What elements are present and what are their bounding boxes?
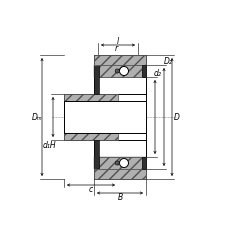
- Bar: [94, 66, 145, 78]
- Bar: [64, 95, 117, 101]
- Text: c: c: [88, 185, 93, 194]
- Text: D₂: D₂: [163, 56, 172, 65]
- Bar: [94, 56, 145, 66]
- Text: d₁H: d₁H: [42, 141, 56, 150]
- Bar: [94, 157, 145, 169]
- Circle shape: [119, 67, 128, 76]
- Text: l: l: [116, 37, 119, 46]
- Circle shape: [115, 161, 119, 165]
- Text: D: D: [173, 113, 179, 122]
- Circle shape: [119, 159, 128, 168]
- Bar: [94, 157, 145, 169]
- Text: d₂: d₂: [153, 68, 161, 77]
- Bar: [94, 66, 145, 78]
- Bar: [64, 101, 145, 134]
- Bar: [64, 134, 117, 140]
- Text: r: r: [114, 44, 117, 53]
- Bar: [141, 66, 145, 78]
- Circle shape: [115, 70, 119, 74]
- Text: d: d: [119, 106, 124, 115]
- Bar: [98, 66, 141, 78]
- Bar: [94, 67, 98, 95]
- Bar: [141, 157, 145, 169]
- Bar: [94, 140, 98, 168]
- Text: B: B: [117, 193, 122, 202]
- Bar: [98, 157, 141, 169]
- Text: Dₘ: Dₘ: [32, 113, 42, 122]
- Bar: [94, 169, 145, 179]
